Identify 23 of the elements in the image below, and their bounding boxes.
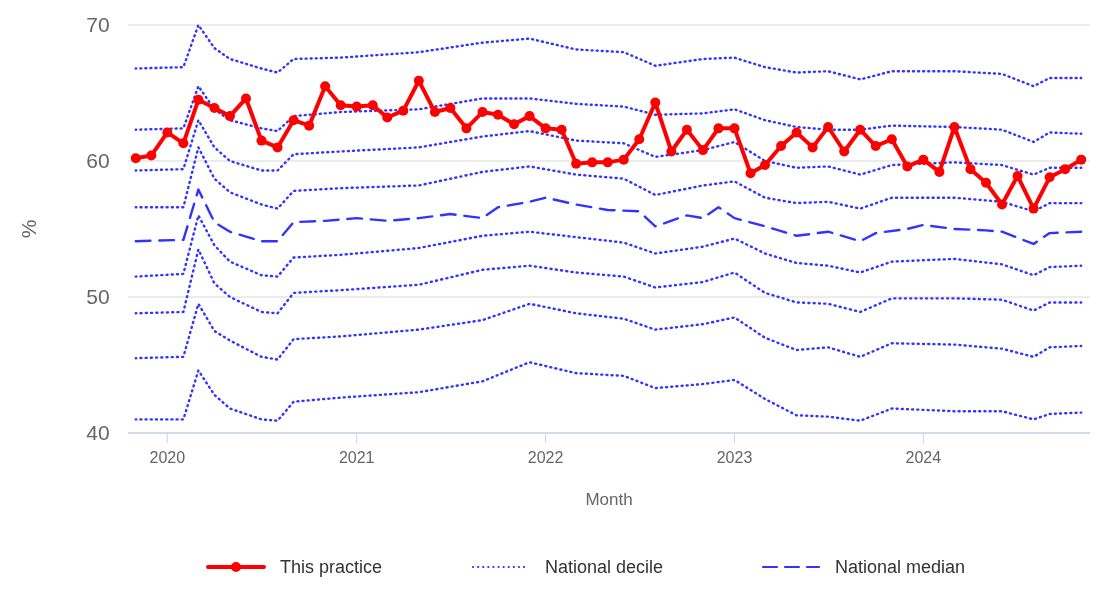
x-tick-label: 2022: [527, 449, 564, 466]
x-tick-label: 2021: [338, 449, 375, 466]
y-tick-label: 60: [86, 149, 110, 172]
line-series: [134, 146, 1083, 213]
y-axis-title: %: [17, 219, 40, 239]
x-tick-label: 2024: [905, 449, 942, 466]
legend-label: National decile: [545, 557, 664, 577]
legend-label: This practice: [280, 557, 383, 577]
line-series: [134, 361, 1083, 422]
line-series: [134, 119, 1083, 176]
line-series: [134, 85, 1083, 144]
y-tick-label: 70: [86, 13, 110, 36]
line-series: [134, 248, 1083, 315]
line-series: [134, 188, 1083, 246]
line-series: [134, 302, 1083, 361]
legend-label: National median: [835, 557, 966, 577]
x-tick-label: 2023: [716, 449, 753, 466]
y-tick-label: 50: [86, 285, 110, 308]
y-tick-label: 40: [86, 421, 110, 444]
line-series: [134, 214, 1083, 278]
x-axis-title: Month: [585, 490, 633, 509]
x-tick-label: 2020: [149, 449, 186, 466]
line-series: [134, 23, 1083, 88]
